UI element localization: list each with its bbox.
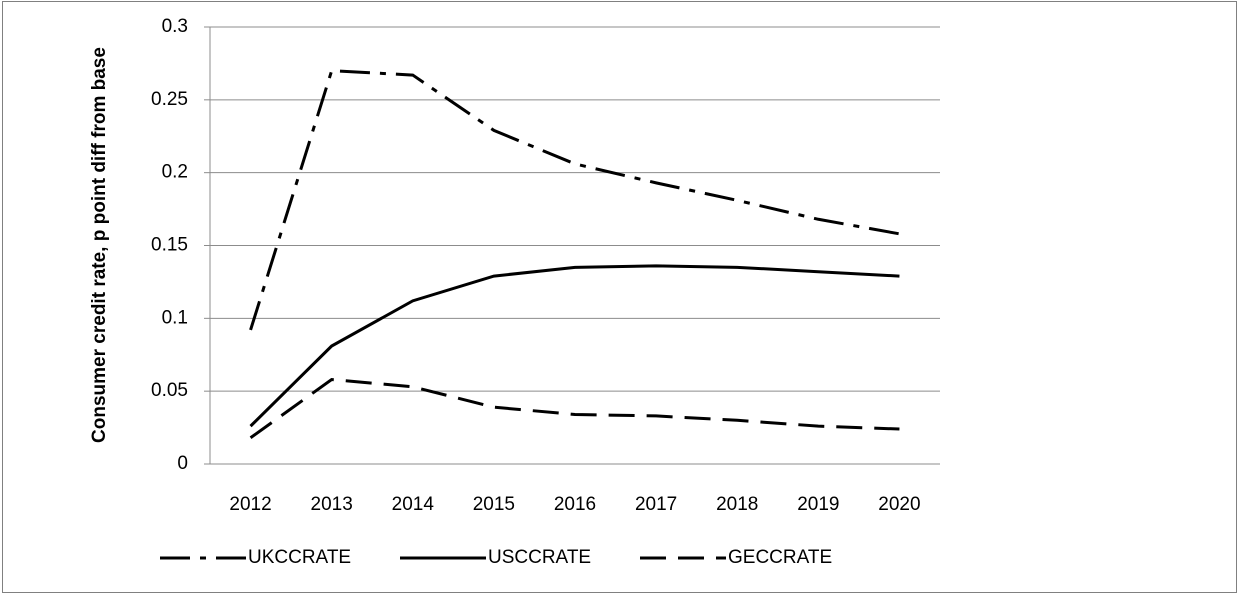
series-line	[249, 377, 900, 439]
x-tick-label: 2020	[878, 494, 920, 515]
x-tick-label: 2016	[554, 494, 596, 515]
y-tick-label: 0.2	[162, 162, 188, 183]
x-tick-label: 2019	[797, 494, 839, 515]
y-tick-label: 0.15	[151, 235, 188, 256]
x-tick-label: 2013	[311, 494, 353, 515]
legend-label: GECCRATE	[728, 547, 832, 568]
x-tick-label: 2018	[716, 494, 758, 515]
y-axis-label: Consumer credit rate, p point diff from …	[89, 47, 110, 443]
y-tick-label: 0.3	[162, 16, 188, 37]
x-tick-label: 2017	[635, 494, 677, 515]
x-tick-label: 2015	[473, 494, 515, 515]
series-line	[249, 264, 900, 428]
x-tick-label: 2012	[229, 494, 271, 515]
x-tick-label: 2014	[392, 494, 435, 515]
y-tick-label: 0.1	[162, 307, 188, 328]
y-tick-label: 0	[177, 453, 188, 474]
y-tick-label: 0.05	[151, 380, 188, 401]
legend-label: UKCCRATE	[248, 547, 351, 568]
series-line	[249, 69, 900, 331]
legend-label: USCCRATE	[488, 547, 591, 568]
y-tick-label: 0.25	[151, 89, 188, 110]
